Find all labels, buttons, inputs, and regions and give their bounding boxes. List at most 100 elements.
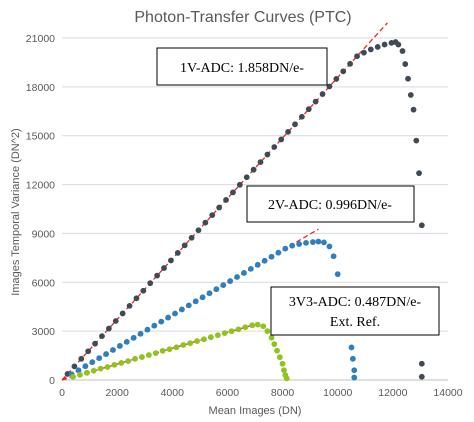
data-point [159, 347, 166, 354]
data-point [202, 219, 209, 226]
data-point [268, 334, 275, 341]
data-point [77, 371, 83, 378]
x-tick-label: 12000 [378, 387, 407, 399]
data-points [64, 39, 425, 382]
data-point [194, 338, 201, 344]
annotation-3v3-subtext: Ext. Ref. [330, 315, 380, 330]
data-point [264, 328, 271, 335]
data-point [257, 159, 264, 166]
data-point [249, 322, 256, 329]
chart-title: Photon-Transfer Curves (PTC) [134, 9, 351, 26]
data-point [271, 144, 278, 150]
data-point [303, 239, 309, 246]
x-axis-label: Mean Images (DN) [209, 405, 302, 417]
data-point [367, 46, 374, 53]
data-point [161, 265, 167, 271]
data-point [289, 242, 296, 249]
data-point [326, 83, 333, 90]
data-point [139, 354, 145, 360]
data-point [75, 367, 82, 374]
data-point [241, 270, 247, 276]
data-point [278, 136, 285, 143]
data-point [374, 44, 381, 50]
x-tick-label: 4000 [161, 387, 185, 399]
data-point [112, 318, 119, 324]
data-point [354, 53, 360, 60]
data-point [276, 354, 283, 361]
data-point [264, 151, 271, 158]
data-point [334, 271, 341, 278]
data-point [165, 314, 172, 321]
data-point [243, 174, 250, 181]
data-point [348, 344, 355, 351]
data-point [235, 326, 242, 333]
data-point [282, 245, 289, 252]
data-point [151, 322, 158, 329]
data-point [236, 181, 243, 188]
data-point [283, 375, 290, 382]
annotation-3v3-text: 3V3-ADC: 0.487DN/e- [289, 295, 422, 310]
data-point [118, 360, 125, 366]
data-point [333, 76, 340, 82]
data-point [315, 238, 322, 245]
data-point [261, 257, 268, 264]
x-tick-label: 2000 [105, 387, 129, 399]
data-point [71, 363, 78, 370]
data-point [223, 197, 229, 203]
data-point [221, 330, 228, 336]
data-point [89, 359, 96, 366]
data-point [310, 239, 316, 245]
data-point [407, 92, 414, 98]
data-point [260, 323, 267, 330]
data-point [145, 352, 152, 358]
data-point [192, 298, 199, 305]
data-point [275, 249, 282, 256]
data-point [285, 128, 291, 135]
data-point [105, 325, 112, 332]
data-point [220, 282, 227, 289]
data-point [70, 373, 76, 380]
data-point [213, 286, 220, 293]
data-point [123, 338, 130, 345]
data-point [250, 166, 257, 173]
data-point [85, 348, 92, 355]
data-point [319, 91, 326, 97]
annotation-1v-text: 1V-ADC: 1.858DN/e- [180, 61, 304, 76]
data-point [166, 346, 173, 353]
y-tick-label: 3000 [32, 326, 56, 338]
annotations: 1V-ADC: 1.858DN/e- 2V-ADC: 0.996DN/e- 3V… [156, 47, 440, 336]
data-point [209, 212, 216, 218]
data-point [168, 257, 174, 264]
data-point [180, 342, 187, 348]
data-point [216, 204, 223, 211]
data-point [97, 365, 104, 372]
data-point [130, 334, 137, 341]
y-tick-label: 9000 [32, 228, 56, 240]
y-axis-label: Images Temporal Variance (DN^2) [10, 128, 22, 295]
data-point [158, 318, 165, 325]
data-point [418, 360, 425, 367]
annotation-3v3: 3V3-ADC: 0.487DN/e- Ext. Ref. [270, 286, 440, 336]
data-point [137, 330, 144, 337]
data-point [227, 278, 234, 284]
data-point [347, 60, 354, 67]
data-point [254, 261, 261, 268]
data-point [90, 367, 97, 374]
x-tick-label: 14000 [433, 387, 462, 399]
data-point [410, 106, 417, 113]
data-point [125, 358, 132, 365]
data-point [298, 113, 305, 120]
data-point [99, 333, 105, 340]
data-point [361, 49, 367, 56]
annotation-2v: 2V-ADC: 0.996DN/e- [246, 185, 415, 223]
annotation-1v-box [156, 47, 328, 86]
y-tick-label: 6000 [32, 277, 56, 289]
data-point [312, 98, 319, 105]
data-point [206, 290, 213, 297]
data-point [201, 336, 207, 343]
annotation-3v3-box [270, 286, 440, 336]
y-tick-label: 15000 [26, 131, 55, 143]
x-tick-label: 0 [59, 387, 65, 399]
data-point [132, 355, 138, 362]
data-point [188, 234, 195, 241]
